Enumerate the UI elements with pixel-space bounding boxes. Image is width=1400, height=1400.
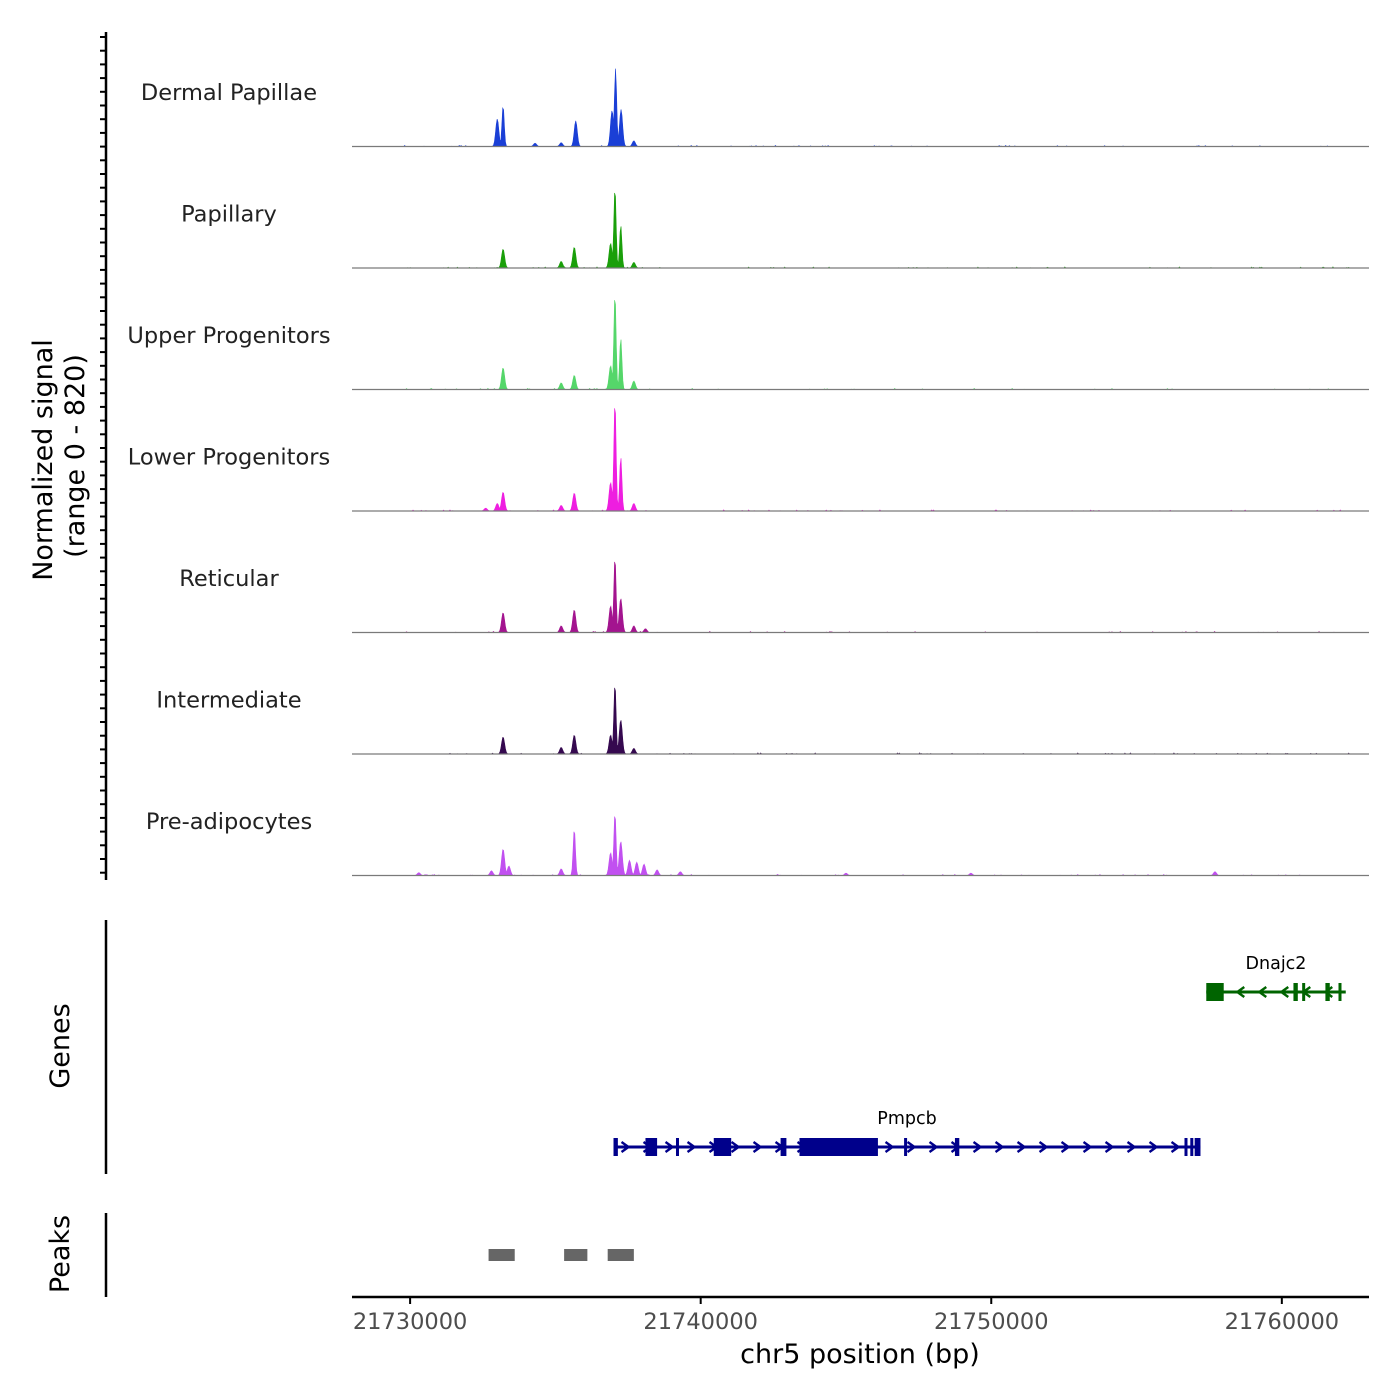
gene-name-label: Pmpcb — [877, 1109, 936, 1129]
peaks-track — [104, 1213, 634, 1297]
coverage-track: Reticular — [179, 561, 1369, 634]
gene-exon — [1302, 983, 1306, 1001]
gene-name-label: Dnajc2 — [1246, 954, 1307, 974]
gene-model: Pmpcb — [613, 1109, 1201, 1156]
coverage-area — [352, 300, 1369, 390]
peaks-track-label: Peaks — [45, 1215, 76, 1293]
gene-exon — [645, 1138, 658, 1156]
genes-track-label: Genes — [45, 1003, 76, 1088]
gene-strand-chevron — [1279, 986, 1289, 998]
coverage-track: Pre-adipocytes — [146, 809, 1369, 877]
gene-exon — [1325, 983, 1330, 1001]
genes-track: Dnajc2 Pmpcb — [104, 920, 1346, 1174]
coverage-area — [352, 816, 1369, 876]
coverage-y-axis — [100, 32, 108, 880]
coverage-track: Lower Progenitors — [128, 408, 1369, 512]
gene-strand-chevron — [620, 1141, 631, 1153]
gene-strand-chevron — [1016, 1141, 1027, 1153]
gene-strand-chevron — [1257, 986, 1267, 998]
gene-exon — [799, 1138, 878, 1156]
gene-exon — [675, 1138, 679, 1156]
coverage-track: Dermal Papillae — [141, 68, 1369, 148]
y-axis-title-range: (range 0 - 820) — [60, 354, 91, 558]
coverage-track-label: Papillary — [181, 202, 277, 228]
gene-strand-chevron — [972, 1141, 983, 1153]
peak-region — [488, 1249, 515, 1261]
gene-strand-chevron — [1104, 1141, 1115, 1153]
coverage-track: Intermediate — [156, 688, 1369, 755]
coverage-track: Papillary — [181, 192, 1369, 269]
gene-strand-chevron — [686, 1141, 697, 1153]
gene-strand-chevron — [1038, 1141, 1049, 1153]
gene-exon — [1293, 983, 1298, 1001]
gene-strand-chevron — [1170, 1141, 1181, 1153]
coverage-area — [352, 408, 1369, 512]
gene-exon — [613, 1138, 618, 1156]
x-axis-tick-label: 21740000 — [643, 1309, 758, 1335]
gene-exon — [1194, 1138, 1201, 1156]
x-axis-title: chr5 position (bp) — [740, 1339, 980, 1370]
x-axis-tick-label: 21730000 — [353, 1309, 468, 1335]
coverage-track-label: Reticular — [179, 566, 279, 592]
coverage-track-label: Upper Progenitors — [127, 323, 330, 349]
gene-exon — [780, 1138, 787, 1156]
x-axis-tick-label: 21750000 — [934, 1309, 1049, 1335]
gene-exon — [713, 1138, 732, 1156]
gene-exon — [954, 1138, 960, 1156]
gene-strand-chevron — [928, 1141, 939, 1153]
gene-strand-chevron — [994, 1141, 1005, 1153]
gene-strand-chevron — [664, 1141, 675, 1153]
gene-strand-chevron — [884, 1141, 895, 1153]
gene-exon — [1338, 983, 1342, 1001]
gene-strand-chevron — [1126, 1141, 1137, 1153]
gene-strand-chevron — [906, 1141, 917, 1153]
x-axis-tick-label: 21760000 — [1225, 1309, 1340, 1335]
peak-region — [564, 1249, 588, 1261]
coverage-track-label: Dermal Papillae — [141, 80, 317, 106]
gene-strand-chevron — [752, 1141, 763, 1153]
gene-exon — [904, 1138, 908, 1156]
gene-strand-chevron — [1148, 1141, 1159, 1153]
coverage-area — [352, 687, 1369, 755]
gene-exon — [1206, 983, 1224, 1001]
peak-region — [607, 1249, 634, 1261]
gene-strand-chevron — [730, 1141, 741, 1153]
gene-strand-chevron — [1235, 986, 1245, 998]
coverage-track: Upper Progenitors — [127, 300, 1369, 391]
coverage-tracks: Dermal Papillae Papillary Upper Progenitor… — [127, 68, 1369, 877]
gene-strand-chevron — [1082, 1141, 1093, 1153]
gene-model: Dnajc2 — [1206, 954, 1346, 1001]
coverage-track-label: Lower Progenitors — [128, 445, 330, 471]
gene-strand-chevron — [1323, 986, 1333, 998]
y-axis-title: Normalized signal — [28, 339, 59, 581]
coverage-track-label: Intermediate — [156, 688, 301, 714]
coverage-area — [352, 68, 1369, 147]
gene-strand-chevron — [1060, 1141, 1071, 1153]
gene-exon — [1184, 1138, 1188, 1156]
coverage-track-label: Pre-adipocytes — [146, 809, 312, 835]
coverage-area — [352, 561, 1369, 633]
x-axis: 21730000 21740000 21750000 21760000 — [352, 1295, 1369, 1335]
coverage-area — [352, 192, 1369, 269]
gene-exon — [1190, 1138, 1194, 1156]
